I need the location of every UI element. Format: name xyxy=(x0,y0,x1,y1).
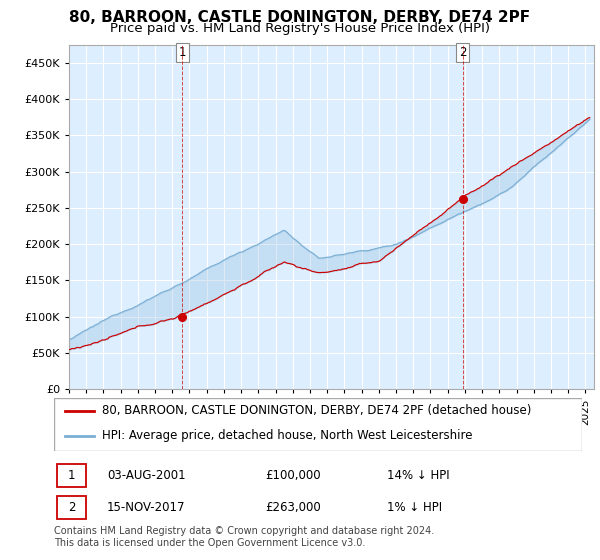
Text: 14% ↓ HPI: 14% ↓ HPI xyxy=(386,469,449,482)
Text: 1: 1 xyxy=(179,46,186,59)
Text: 80, BARROON, CASTLE DONINGTON, DERBY, DE74 2PF (detached house): 80, BARROON, CASTLE DONINGTON, DERBY, DE… xyxy=(101,404,531,417)
Text: 15-NOV-2017: 15-NOV-2017 xyxy=(107,501,185,514)
Text: 1: 1 xyxy=(68,469,75,482)
Bar xyxy=(56,464,86,487)
Text: Price paid vs. HM Land Registry's House Price Index (HPI): Price paid vs. HM Land Registry's House … xyxy=(110,22,490,35)
Text: 2: 2 xyxy=(459,46,466,59)
Text: 03-AUG-2001: 03-AUG-2001 xyxy=(107,469,185,482)
Text: 2: 2 xyxy=(68,501,75,514)
Text: 1% ↓ HPI: 1% ↓ HPI xyxy=(386,501,442,514)
Text: £263,000: £263,000 xyxy=(265,501,321,514)
Text: 80, BARROON, CASTLE DONINGTON, DERBY, DE74 2PF: 80, BARROON, CASTLE DONINGTON, DERBY, DE… xyxy=(70,10,530,25)
Text: £100,000: £100,000 xyxy=(265,469,321,482)
Bar xyxy=(56,496,86,519)
Text: Contains HM Land Registry data © Crown copyright and database right 2024.
This d: Contains HM Land Registry data © Crown c… xyxy=(54,526,434,548)
Text: HPI: Average price, detached house, North West Leicestershire: HPI: Average price, detached house, Nort… xyxy=(101,430,472,442)
